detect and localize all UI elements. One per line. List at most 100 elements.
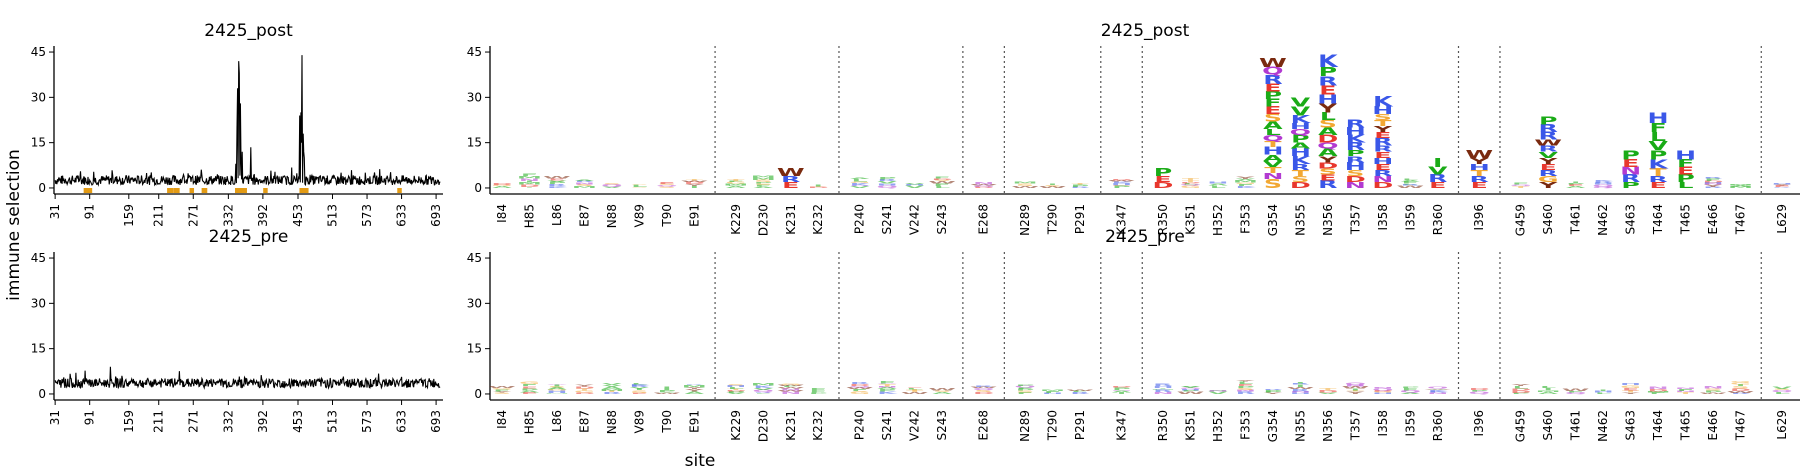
site-label: S463 [1624,204,1638,235]
logo-letter: E [906,387,923,388]
site-label: T357 [1348,410,1362,441]
logo-letter: R [1291,388,1311,392]
logo-letter: R [685,384,705,385]
logo-letter: T [1182,180,1200,183]
logo-letter: Q [1400,390,1421,394]
logo-letter: P [1264,390,1282,392]
x-tick-label: 453 [291,410,305,433]
logo-letter: E [1319,173,1336,182]
logo-letter: F [879,380,896,384]
logo-letter: Q [1592,184,1613,188]
logo-letter: D [1372,181,1393,190]
logo-letter: W [901,392,929,395]
logo-letter: H [1593,182,1614,185]
site-label: N355 [1293,410,1307,442]
logo-letter: K [1428,391,1449,393]
logo-letter: D [1180,182,1201,184]
logo-letter: M [1728,186,1753,189]
logo-letter: N [1207,390,1228,392]
logo-letter: H [1180,389,1201,391]
logo-letter: Q [1014,385,1035,388]
logo-letter: R [1373,145,1393,154]
logo-letter: G [519,381,540,385]
site-label: I84 [495,410,509,429]
logo-letter: D [808,187,829,188]
site-label: E91 [687,410,701,433]
logo-letter: E [782,181,799,190]
x-tick-label: 211 [152,410,166,433]
x-axis-label: site [685,451,716,471]
logo-letter: R [1731,393,1751,395]
highlight-site-marker [242,188,247,193]
logo-letter: T [1292,169,1309,178]
logo-letter: A [1208,389,1228,390]
logo-letter: F [1512,182,1529,185]
y-tick-label: 0 [38,181,46,195]
logo-letter: Q [876,185,897,189]
logo-letter: M [599,388,624,391]
logo-letter: V [547,180,567,182]
logo-letter: S [754,183,772,185]
logo-letter: E [1154,175,1171,184]
logo-letter: T [576,388,594,391]
site-label: N88 [605,410,619,434]
logo-letter: P [1154,166,1172,178]
site-label: S241 [880,204,894,235]
site-label: N462 [1596,410,1610,442]
logo-letter: A [1263,119,1283,131]
site-label: E268 [977,204,991,235]
logo-letter: G [849,181,870,183]
logo-letter: P [754,182,772,184]
logo-letter: M [1646,391,1671,393]
x-tick-label: 271 [186,204,200,227]
y-tick-label: 0 [474,387,482,401]
logo-letter: H [877,183,898,186]
x-tick-label: 513 [326,204,340,227]
logo-letter: P [1016,388,1034,391]
logo-letter: G [492,388,513,390]
logo-letter: I [1296,384,1305,388]
logo-letter: H [1703,182,1724,184]
logo-letter: R [754,392,774,393]
logo-letter: S [1346,169,1364,178]
logo-letter: S [1773,389,1791,391]
site-label: N356 [1321,410,1335,442]
logo-letter: W [1534,139,1562,148]
logo-letter: H [546,390,567,394]
logo-letter: D [1111,185,1132,186]
logo-letter: P [520,388,538,391]
logo-letter: M [517,182,542,186]
highlight-site-marker [168,188,174,193]
logo-letter: F [810,390,827,393]
logo-letter: A [1112,390,1132,393]
site-label: R360 [1431,204,1445,235]
logo-letter: W [1424,388,1452,389]
x-tick-label: 91 [83,410,97,425]
logo-letter: W [1396,185,1424,189]
logo-letter: D [932,178,953,180]
logo-letter: I [1736,384,1745,387]
logo-letter: N [1235,389,1256,392]
site-label: I359 [1403,410,1417,436]
logo-letter: H [1593,390,1614,393]
logo-letter: P [1016,384,1034,386]
logo-letter: R [1593,181,1613,183]
x-tick-label: 693 [429,204,443,227]
logo-letter: W [777,387,805,389]
logo-letter: H [1345,125,1366,137]
logo-letter: H [1111,182,1132,185]
logo-letter: N [1427,392,1448,394]
site-label: V89 [632,204,646,227]
logo-letter: Y [684,387,705,390]
highlight-site-marker [397,188,402,193]
logo-letter: P [1181,385,1199,386]
logo-letter: H [725,385,746,388]
site-label: K231 [784,204,798,235]
logo-letter: S [658,184,676,186]
logo-letter: I [1296,382,1305,384]
logo-letter: M [751,177,776,181]
logo-letter: M [544,393,569,394]
site-label: F353 [1238,204,1252,234]
logo-letter: M [1150,389,1175,390]
